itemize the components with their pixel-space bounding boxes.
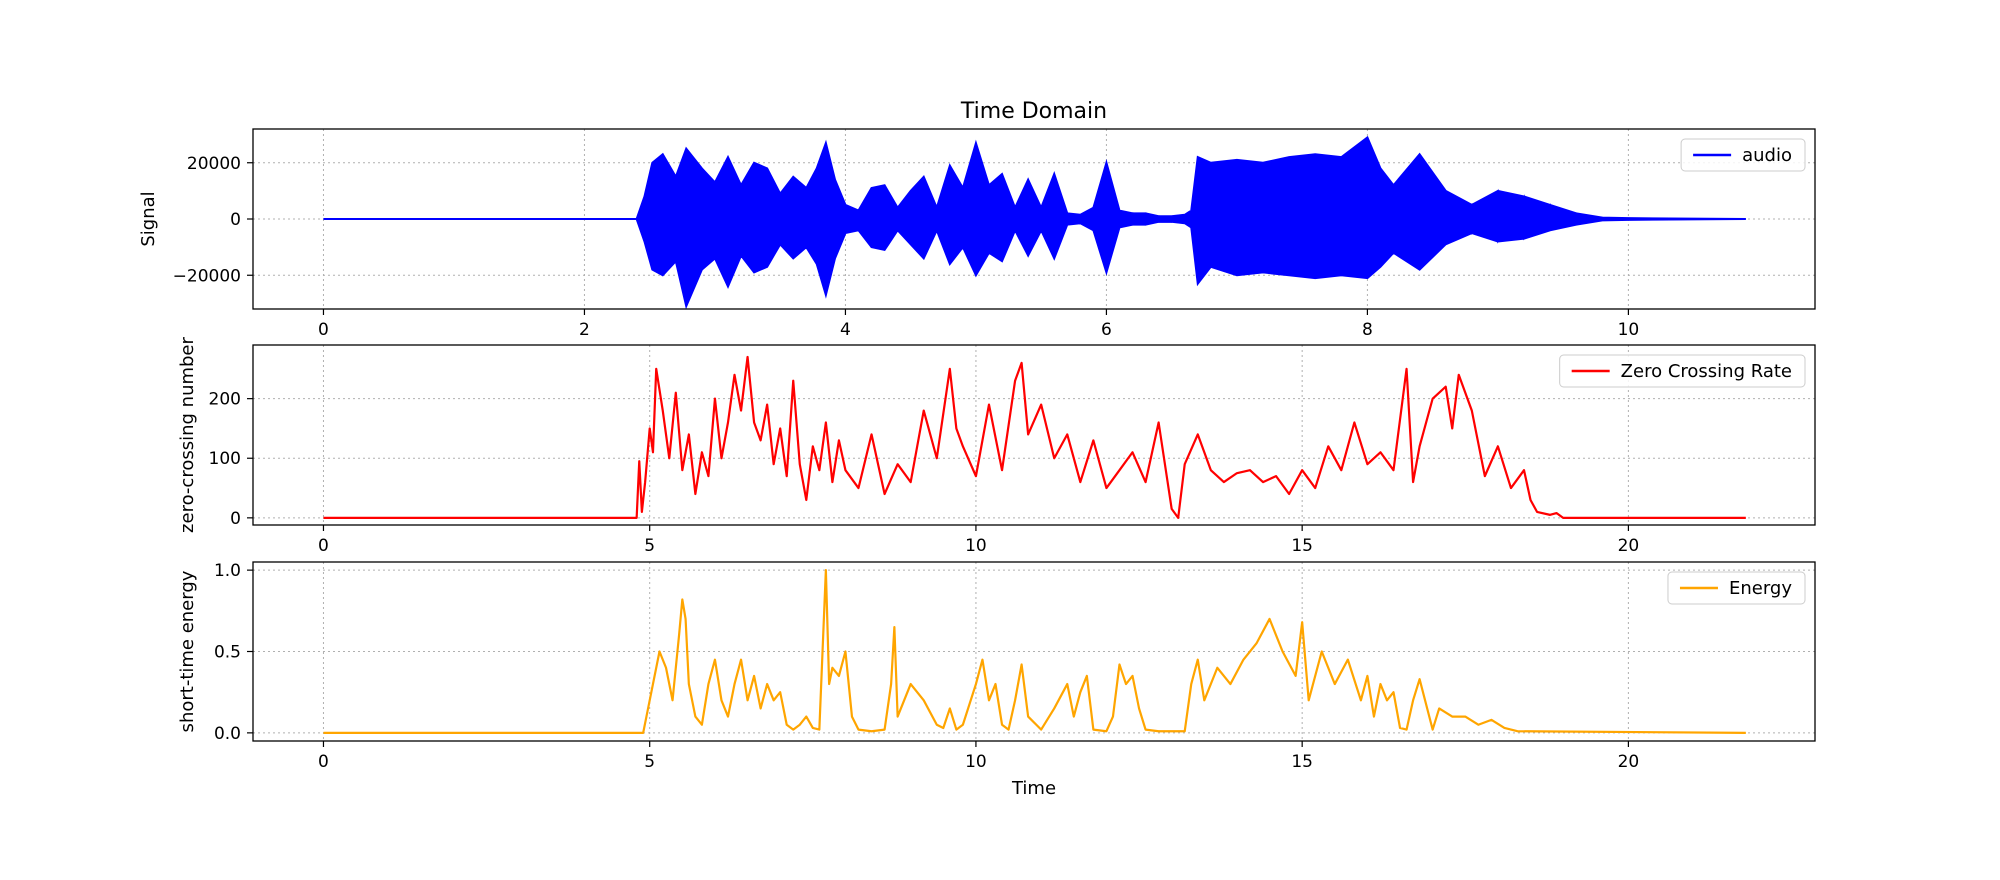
x-tick-label: 10 [965,536,987,556]
x-tick-label: 2 [579,320,590,340]
legend-box [1667,571,1806,605]
x-tick-label: 10 [1618,320,1640,340]
y-axis-label: zero-crossing number [177,336,198,532]
legend-box [1559,354,1806,388]
y-tick-label: 1.0 [214,561,241,581]
chart-title: Time Domain [960,99,1107,124]
legend: Energy [1667,571,1806,605]
x-tick-label: 20 [1618,752,1640,772]
legend-label: Energy [1729,578,1792,599]
legend-box [1680,138,1806,172]
y-tick-label: 100 [209,449,241,469]
legend: Zero Crossing Rate [1559,354,1806,388]
x-tick-label: 5 [644,536,655,556]
plot-area [323,569,1746,734]
y-tick-label: 0 [230,210,241,230]
x-tick-label: 4 [840,320,851,340]
x-tick-label: 0 [318,320,329,340]
y-tick-label: 0 [230,509,241,529]
x-tick-label: 0 [318,752,329,772]
y-tick-label: 0.5 [214,643,241,663]
plot-area [323,355,1746,519]
series-line-audio [323,135,1746,309]
x-tick-label: 6 [1101,320,1112,340]
panel-3: 0 5 10 15 20 0.0 0.5 1.0 short-time energy Time En… [177,561,1816,799]
x-tick-label: 10 [965,752,987,772]
x-tick-label: 15 [1291,752,1313,772]
x-tick-label: 15 [1291,536,1313,556]
x-tick-label: 5 [644,752,655,772]
x-tick-label: 8 [1362,320,1373,340]
series-line-zero-crossing-rate [323,355,1746,519]
axes-frame [252,344,1816,526]
legend: audio [1680,138,1806,172]
y-tick-label: 20000 [187,154,241,174]
y-tick-label: 0.0 [214,724,241,744]
plot-area [323,135,1746,309]
series-line-energy [323,569,1746,734]
y-tick-label: −20000 [173,266,241,286]
y-tick-label: 200 [209,390,241,410]
legend-label: audio [1742,145,1792,166]
panel-1: 0 2 4 6 8 10 −20000 0 20000 Time Domain Signal audi… [138,99,1816,340]
x-tick-label: 20 [1618,536,1640,556]
x-axis-label: Time [1011,778,1056,799]
y-axis-label: Signal [138,191,159,246]
legend-label: Zero Crossing Rate [1621,361,1792,382]
y-axis-label: short-time energy [177,570,198,732]
x-tick-label: 0 [318,536,329,556]
